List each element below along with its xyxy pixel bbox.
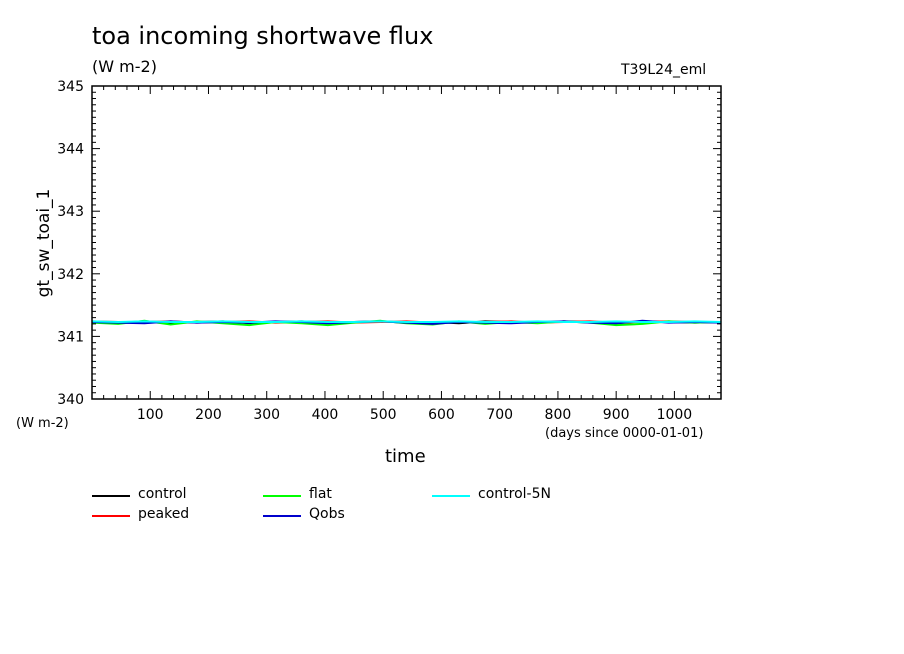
legend-label: Qobs [309, 506, 345, 522]
y-tick-label: 343 [57, 204, 84, 220]
chart-units: (W m-2) [92, 57, 157, 76]
legend-label: peaked [138, 506, 190, 522]
x-axis-units: (days since 0000-01-01) [545, 426, 704, 441]
plot-frame [91, 85, 722, 400]
legend-swatch [263, 515, 301, 517]
y-tick-label: 345 [57, 79, 84, 95]
legend-label: control [138, 486, 187, 502]
legend-swatch [92, 515, 130, 517]
x-tick-label: 400 [312, 407, 339, 423]
x-tick-label: 900 [603, 407, 630, 423]
y-tick-label: 341 [57, 329, 84, 345]
series-line-control-5N [91, 320, 722, 324]
x-tick-label: 1000 [657, 407, 693, 423]
x-tick-label: 100 [137, 407, 164, 423]
y-tick-label: 344 [57, 142, 84, 158]
legend-label: flat [309, 486, 332, 502]
x-tick-label: 300 [253, 407, 280, 423]
legend-label: control-5N [478, 486, 551, 502]
legend-swatch [92, 495, 130, 497]
run-label: T39L24_eml [621, 62, 707, 78]
x-tick-label: 200 [195, 407, 222, 423]
y-tick-label: 342 [57, 267, 84, 283]
x-tick-label: 700 [486, 407, 513, 423]
x-tick-label: 500 [370, 407, 397, 423]
y-tick-label: 340 [57, 392, 84, 408]
legend-swatch [432, 495, 470, 497]
x-tick-label: 800 [545, 407, 572, 423]
legend-swatch [263, 495, 301, 497]
y-axis-units: (W m-2) [16, 416, 69, 431]
chart-title: toa incoming shortwave flux [92, 22, 434, 50]
x-axis-label: time [385, 446, 426, 467]
x-tick-label: 600 [428, 407, 455, 423]
